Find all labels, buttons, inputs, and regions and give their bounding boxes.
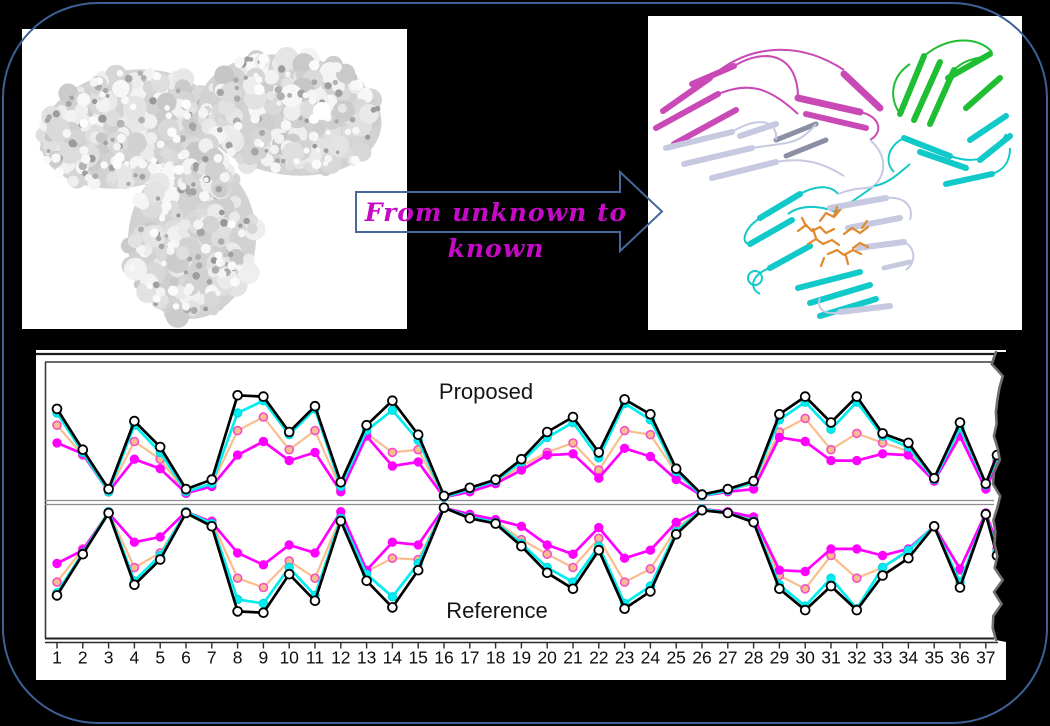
- x-tick-label: 36: [950, 648, 969, 668]
- antibody-surface-image: [35, 47, 382, 328]
- x-tick-label: 29: [770, 648, 789, 668]
- series-black: [51, 389, 1003, 619]
- x-tick-label: 31: [821, 648, 840, 668]
- fc-lavender-loops: [818, 185, 915, 314]
- x-tick-label: 9: [259, 648, 269, 668]
- x-tick-label: 2: [78, 648, 88, 668]
- chart-panel: 1 2 3 4 5 6 7 8 9 10 11 12 13 14 15 16 17 18 19 20 21 22 23 24 2…: [36, 350, 1006, 680]
- fc-cyan-ribbons: [747, 191, 879, 319]
- x-tick-label: 37: [976, 648, 995, 668]
- x-tick-label: 13: [357, 648, 376, 668]
- x-tick-label: 7: [207, 648, 217, 668]
- x-tick-label: 24: [641, 648, 661, 668]
- x-tick-label: 19: [512, 648, 531, 668]
- antibody-ribbon-image: [653, 39, 1013, 319]
- fab-left-lavender-loops: [731, 121, 885, 187]
- x-tick-label: 25: [666, 648, 685, 668]
- glycan-orange-sticks: [796, 205, 870, 268]
- x-tick-label: 3: [104, 648, 114, 668]
- antibody-surface-panel: [22, 29, 407, 329]
- torn-edge-fill: [991, 352, 1006, 642]
- x-tick-label: 28: [744, 648, 763, 668]
- x-tick-label: 5: [155, 648, 165, 668]
- antibody-ribbon-panel: [648, 16, 1022, 330]
- fab-left-slate-ribbons: [773, 121, 829, 159]
- arrow-outline: [355, 169, 664, 254]
- x-tick-label: 11: [306, 648, 324, 668]
- fab-right-cyan-ribbons: [901, 113, 1013, 187]
- fab-left-magenta-ribbons: [653, 63, 884, 147]
- chart-label-reference: Reference: [446, 598, 548, 623]
- x-tick-label: 34: [899, 648, 919, 668]
- fab-right-green-ribbons: [897, 51, 1003, 127]
- x-tick-label: 22: [589, 648, 608, 668]
- x-tick-label: 21: [563, 648, 582, 668]
- mirrored-line-chart: 1 2 3 4 5 6 7 8 9 10 11 12 13 14 15 16 17 18 19 20 21 22 23 24 2…: [36, 350, 1006, 668]
- x-tick-label: 4: [130, 648, 140, 668]
- x-tick-label: 30: [795, 648, 815, 668]
- x-tick-label: 18: [486, 648, 505, 668]
- arrow-caption: From unknown to known: [364, 198, 628, 263]
- fab-left-magenta-loops: [709, 48, 880, 141]
- fab-right-green-loops: [892, 39, 993, 115]
- x-tick-label: 14: [383, 648, 403, 668]
- x-tick-label: 1: [52, 648, 62, 668]
- x-tick-label: 17: [460, 648, 479, 668]
- transition-arrow: [355, 169, 664, 254]
- x-tick-label: 8: [233, 648, 243, 668]
- x-tick-label: 20: [537, 648, 557, 668]
- x-tick-label: 32: [847, 648, 866, 668]
- x-tick-label: 15: [408, 648, 427, 668]
- series-orange: [52, 412, 1002, 594]
- x-tick-label: 16: [434, 648, 453, 668]
- x-tick-label: 6: [181, 648, 191, 668]
- torn-edge-squiggle: [990, 350, 1004, 642]
- chart-label-proposed: Proposed: [438, 379, 534, 404]
- x-tick-label: 26: [692, 648, 711, 668]
- fab-left-lavender-ribbons: [663, 121, 779, 181]
- x-tick-label: 27: [718, 648, 737, 668]
- x-tick-label: 10: [279, 648, 299, 668]
- x-tick-label: 12: [331, 648, 350, 668]
- x-tick-label: 23: [615, 648, 634, 668]
- x-tick-label: 35: [924, 648, 943, 668]
- x-tick-label: 33: [873, 648, 892, 668]
